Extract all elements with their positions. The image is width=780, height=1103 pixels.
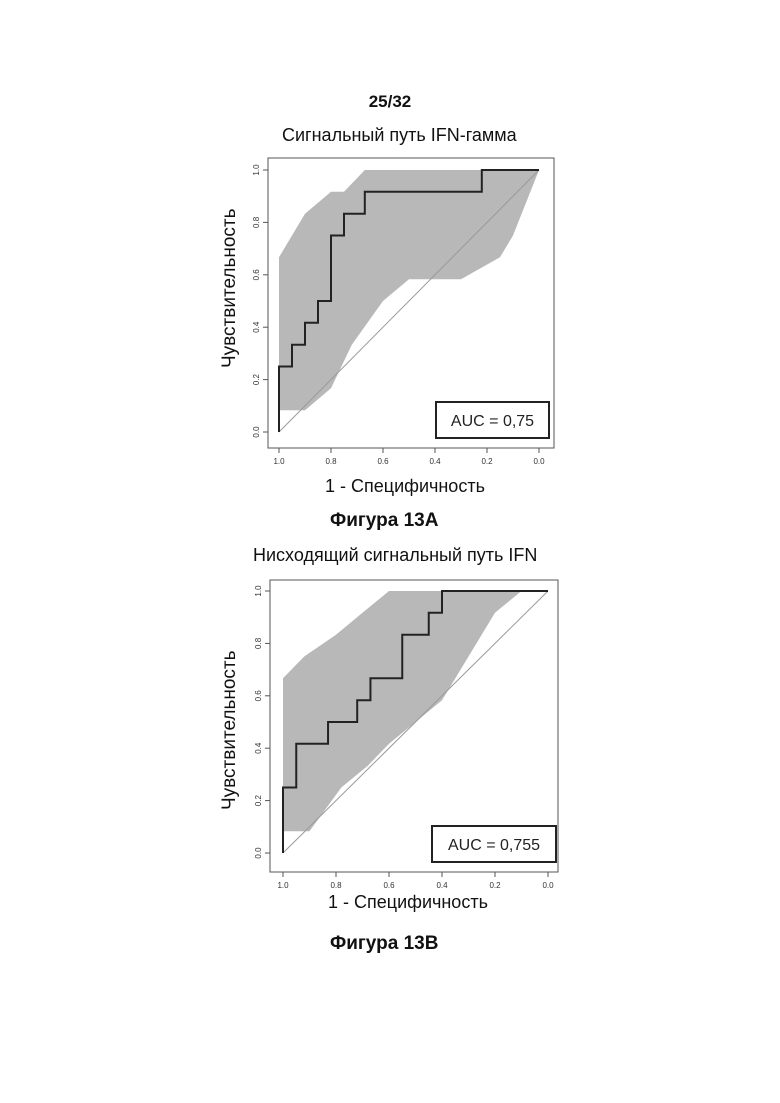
chart-b-y-tick-label: 0.2: [254, 794, 263, 806]
chart-a-y-tick-label: 1.0: [252, 164, 261, 176]
chart-a-xlabel: 1 - Специфичность: [325, 476, 485, 497]
chart-a-y-tick-label: 0.6: [252, 269, 261, 281]
chart-b-y-tick-label: 0.4: [254, 742, 263, 754]
page-number: 25/32: [0, 92, 780, 112]
chart-b-auc-label: AUC = 0,755: [448, 837, 540, 854]
chart-b-x-tick-label: 0.4: [436, 881, 448, 890]
chart-b-y-tick-label: 0.6: [254, 690, 263, 702]
chart-b-title: Нисходящий сигнальный путь IFN: [253, 545, 537, 566]
chart-a-ylabel: Чувствительность: [219, 208, 241, 368]
chart-a-roc-plot: 1.0 0.8 0.6 0.4 0.2 0.0 0.0 0.2 0.4 0.6 0.8 1.0 AUC …: [240, 152, 570, 472]
chart-b-y-tick-label: 1.0: [254, 585, 263, 597]
chart-b-confidence-band: [283, 591, 548, 831]
chart-b-x-tick-label: 1.0: [277, 881, 289, 890]
chart-b-x-tick-label: 0.8: [330, 881, 342, 890]
chart-a-x-tick-label: 0.8: [325, 457, 337, 466]
chart-b-x-tick-label: 0.0: [542, 881, 554, 890]
chart-a-y-tick-label: 0.4: [252, 321, 261, 333]
chart-a-y-tick-label: 0.2: [252, 373, 261, 385]
chart-a-x-tick-label: 0.4: [429, 457, 441, 466]
figure-13b-caption: Фигура 13B: [330, 933, 438, 955]
chart-a-x-tick-label: 0.2: [481, 457, 493, 466]
chart-a-x-tick-label: 1.0: [273, 457, 285, 466]
chart-b-x-tick-label: 0.6: [383, 881, 395, 890]
chart-a-auc-label: AUC = 0,75: [451, 413, 534, 430]
chart-b-ylabel: Чувствительность: [219, 650, 241, 810]
chart-a-y-tick-label: 0.0: [252, 426, 261, 438]
chart-b-y-tick-label: 0.8: [254, 637, 263, 649]
chart-a-title: Сигнальный путь IFN-гамма: [282, 125, 517, 146]
chart-a-x-tick-label: 0.6: [377, 457, 389, 466]
chart-b-x-tick-label: 0.2: [489, 881, 501, 890]
figure-13a-caption: Фигура 13A: [330, 510, 438, 532]
chart-a-x-tick-label: 0.0: [533, 457, 545, 466]
chart-b-xlabel: 1 - Специфичность: [328, 892, 488, 913]
chart-b-y-tick-label: 0.0: [254, 847, 263, 859]
chart-a-y-tick-label: 0.8: [252, 216, 261, 228]
chart-a-confidence-band: [279, 170, 539, 410]
chart-b-roc-plot: 1.0 0.8 0.6 0.4 0.2 0.0 0.0 0.2 0.4 0.6 0.8 1.0 AUC …: [240, 570, 570, 890]
